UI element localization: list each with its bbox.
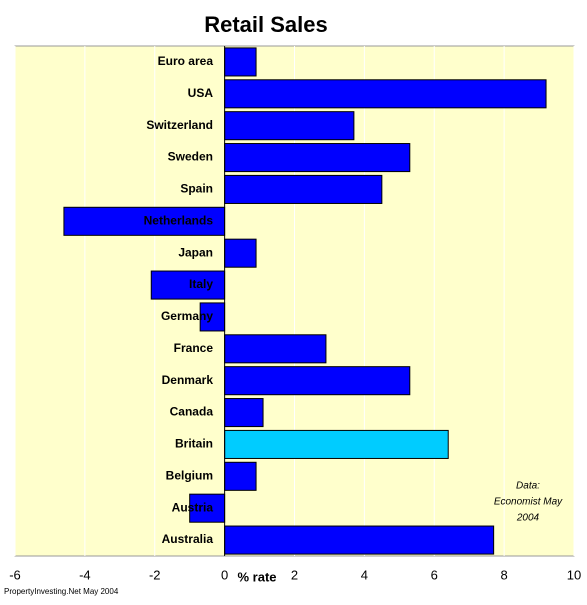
- x-tick-label: 2: [291, 567, 298, 582]
- y-tick-label: Denmark: [162, 373, 214, 387]
- y-tick-label: France: [174, 341, 214, 355]
- bar: [224, 174, 383, 204]
- annotation-line: Data:: [516, 481, 540, 492]
- bar: [224, 143, 411, 173]
- bar: [224, 47, 257, 77]
- y-tick-label: Belgium: [166, 468, 213, 482]
- bar: [224, 79, 547, 109]
- x-tick-label: -2: [149, 567, 161, 582]
- y-tick-label: Italy: [189, 277, 213, 291]
- bar: [224, 111, 355, 141]
- annotation-line: 2004: [516, 513, 540, 524]
- x-axis-label: % rate: [237, 569, 276, 584]
- bar: [224, 525, 495, 555]
- bar: [199, 302, 226, 332]
- x-tick-label: -6: [9, 567, 21, 582]
- bar: [224, 334, 327, 364]
- y-tick-label: Sweden: [168, 150, 213, 164]
- bar: [150, 270, 226, 300]
- y-tick-label: Japan: [178, 245, 213, 259]
- bar: [189, 493, 226, 523]
- bar: [224, 461, 257, 491]
- y-tick-label: Austria: [172, 500, 214, 514]
- x-tick-label: 4: [361, 567, 368, 582]
- y-tick-label: Switzerland: [146, 118, 213, 132]
- x-tick-label: 6: [431, 567, 438, 582]
- y-tick-label: Spain: [180, 182, 213, 196]
- x-tick-label: 10: [567, 567, 581, 582]
- x-tick-label: 0: [221, 567, 228, 582]
- bar: [224, 429, 449, 459]
- chart-title: Retail Sales: [204, 12, 328, 37]
- y-tick-label: Canada: [170, 405, 214, 419]
- y-tick-label: Britain: [175, 437, 213, 451]
- annotation-line: Economist May: [494, 497, 563, 508]
- bar: [63, 206, 226, 236]
- y-tick-label: Australia: [162, 532, 214, 546]
- y-tick-label: Germany: [161, 309, 213, 323]
- y-tick-label: Euro area: [158, 54, 214, 68]
- bar: [224, 238, 257, 268]
- x-tick-label: -4: [79, 567, 91, 582]
- y-tick-label: USA: [188, 86, 214, 100]
- bar: [224, 366, 411, 396]
- annotation: Data: Economist May 2004: [494, 481, 563, 524]
- footer: PropertyInvesting.Net May 2004: [4, 587, 119, 596]
- y-tick-label: Netherlands: [144, 213, 214, 227]
- x-tick-label: 8: [501, 567, 508, 582]
- bar: [224, 398, 264, 428]
